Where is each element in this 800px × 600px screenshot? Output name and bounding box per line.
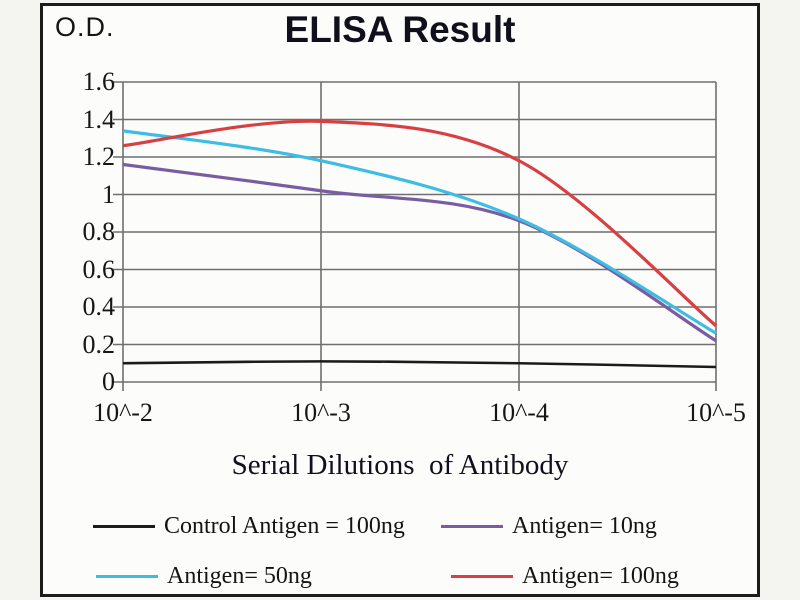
x-tick-label: 10^-2 [93, 398, 153, 427]
legend-item: Antigen= 100ng [451, 561, 679, 591]
plot-area [113, 81, 718, 391]
legend-line-swatch [93, 524, 155, 528]
y-tick-label: 0.4 [82, 292, 116, 321]
series-line-3 [122, 119, 718, 327]
x-tick-label: 10^-4 [489, 398, 549, 427]
legend-item: Antigen= 50ng [96, 561, 312, 591]
y-tick-label: 1.6 [82, 67, 116, 96]
series-line-0 [122, 360, 717, 369]
legend-label: Antigen= 50ng [167, 563, 312, 589]
y-tick-label: 1 [102, 179, 115, 209]
series-line-1 [122, 162, 717, 343]
x-axis-title: Serial Dilutions of Antibody [231, 449, 569, 481]
x-tick-label: 10^-5 [686, 398, 746, 427]
legend-item: Control Antigen = 100ng [93, 511, 405, 541]
legend-label: Control Antigen = 100ng [164, 513, 405, 539]
y-tick-label: 0 [102, 367, 115, 396]
y-tick-label: 0.6 [82, 254, 116, 284]
series-line-2 [122, 129, 717, 335]
y-tick-label: 1.2 [82, 142, 116, 171]
legend-label: Antigen= 100ng [522, 563, 679, 589]
y-axis-unit-label: O.D. [55, 12, 115, 42]
legend-item: Antigen= 10ng [441, 511, 657, 541]
y-tick-label: 0.2 [82, 329, 116, 359]
chart-title: ELISA Result [284, 9, 516, 50]
legend-line-swatch [96, 574, 158, 578]
legend-line-swatch [441, 524, 503, 528]
legend-line-swatch [451, 574, 513, 578]
y-tick-label: 0.8 [82, 217, 116, 246]
legend-label: Antigen= 10ng [512, 513, 657, 539]
y-tick-label: 1.4 [82, 104, 116, 134]
chart-frame: O.D. ELISA Result 0 0.2 0.4 0.6 0.8 1 1.2 1.4 1.… [40, 3, 760, 597]
x-tick-label: 10^-3 [291, 398, 351, 427]
